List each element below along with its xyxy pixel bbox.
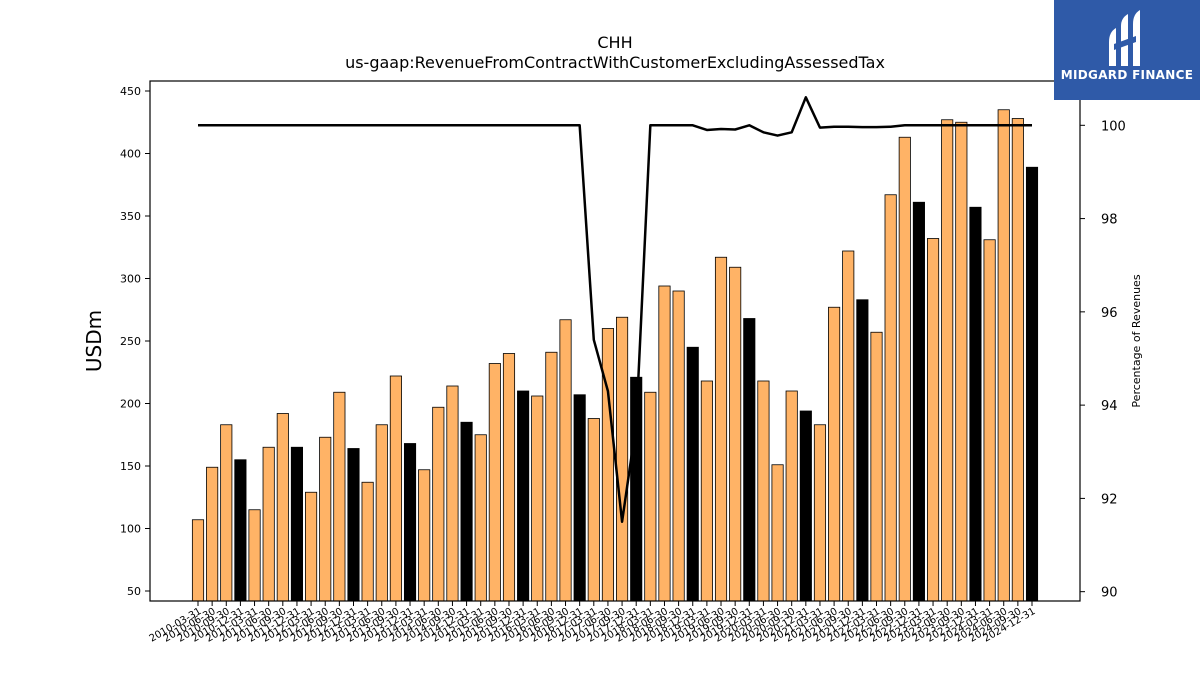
bar bbox=[799, 410, 812, 602]
bar bbox=[460, 421, 473, 602]
bar bbox=[220, 424, 233, 602]
bar bbox=[389, 375, 402, 602]
bar bbox=[361, 481, 374, 602]
bar bbox=[912, 201, 925, 602]
bar bbox=[658, 285, 671, 602]
bar bbox=[347, 448, 360, 602]
bar bbox=[700, 380, 713, 602]
bar bbox=[842, 250, 855, 602]
bar bbox=[616, 316, 629, 602]
y2-tick-label: 92 bbox=[1101, 492, 1118, 507]
bar bbox=[432, 406, 445, 602]
y-tick-label: 250 bbox=[120, 335, 141, 348]
bar bbox=[997, 109, 1010, 602]
bar bbox=[955, 121, 968, 602]
bar bbox=[1011, 118, 1024, 602]
bar bbox=[206, 466, 219, 602]
y2-axis-label: Percentage of Revenues bbox=[1130, 274, 1143, 407]
y-tick-label: 100 bbox=[120, 523, 141, 536]
bar bbox=[488, 363, 501, 602]
bar bbox=[418, 469, 431, 602]
y-tick-label: 50 bbox=[127, 585, 141, 598]
y2-tick-label: 90 bbox=[1101, 586, 1118, 601]
y-axis-label: USDm bbox=[82, 310, 106, 372]
bar bbox=[785, 390, 798, 602]
bar bbox=[545, 351, 558, 602]
bar bbox=[714, 256, 728, 602]
y2-tick-label: 94 bbox=[1101, 399, 1118, 414]
bar bbox=[672, 290, 685, 602]
bar bbox=[757, 380, 770, 602]
y-tick-label: 400 bbox=[120, 148, 141, 161]
bar bbox=[601, 328, 614, 602]
bar bbox=[375, 424, 388, 602]
y2-tick-label: 96 bbox=[1101, 306, 1118, 321]
y2-tick-label: 100 bbox=[1101, 119, 1126, 134]
bar bbox=[517, 390, 530, 602]
bar bbox=[474, 434, 487, 602]
bar bbox=[234, 459, 247, 602]
bar bbox=[531, 395, 544, 602]
bar bbox=[587, 418, 600, 602]
bar bbox=[305, 491, 318, 602]
chart-subtitle: us-gaap:RevenueFromContractWithCustomerE… bbox=[345, 53, 885, 72]
bar bbox=[319, 436, 332, 602]
bar bbox=[559, 319, 572, 602]
bar bbox=[502, 353, 516, 602]
bar bbox=[729, 266, 742, 602]
bar bbox=[262, 446, 275, 602]
bar bbox=[813, 424, 827, 602]
bar bbox=[927, 238, 940, 602]
bar bbox=[743, 318, 756, 602]
bar bbox=[941, 119, 954, 602]
bar bbox=[856, 299, 869, 602]
bar bbox=[983, 239, 996, 602]
y2-tick-label: 98 bbox=[1101, 213, 1118, 228]
bar bbox=[573, 394, 586, 602]
bar bbox=[290, 446, 304, 602]
y-tick-label: 300 bbox=[120, 273, 141, 286]
bar bbox=[644, 391, 657, 602]
bar bbox=[191, 519, 205, 602]
bar bbox=[276, 413, 289, 602]
chart-title: CHH bbox=[597, 33, 633, 52]
bar bbox=[828, 306, 841, 602]
bar bbox=[333, 391, 346, 602]
bar bbox=[446, 385, 459, 602]
y-tick-label: 200 bbox=[120, 398, 141, 411]
y-tick-label: 450 bbox=[120, 85, 141, 98]
bar bbox=[771, 464, 784, 602]
bar bbox=[403, 443, 417, 602]
plot-frame bbox=[149, 80, 1081, 602]
bar bbox=[884, 194, 897, 602]
y-tick-label: 150 bbox=[120, 460, 141, 473]
y-tick-label: 350 bbox=[120, 210, 141, 223]
bar bbox=[870, 331, 883, 602]
bar bbox=[1025, 166, 1039, 602]
bar bbox=[898, 136, 911, 602]
logo-mark-icon bbox=[1109, 10, 1140, 66]
bar bbox=[248, 509, 261, 602]
bar bbox=[969, 206, 982, 602]
logo-text: MIDGARD FINANCE bbox=[1060, 68, 1194, 82]
bar bbox=[686, 346, 699, 602]
percentage-line bbox=[198, 96, 1032, 523]
brand-logo: MIDGARD FINANCE bbox=[1054, 0, 1200, 100]
